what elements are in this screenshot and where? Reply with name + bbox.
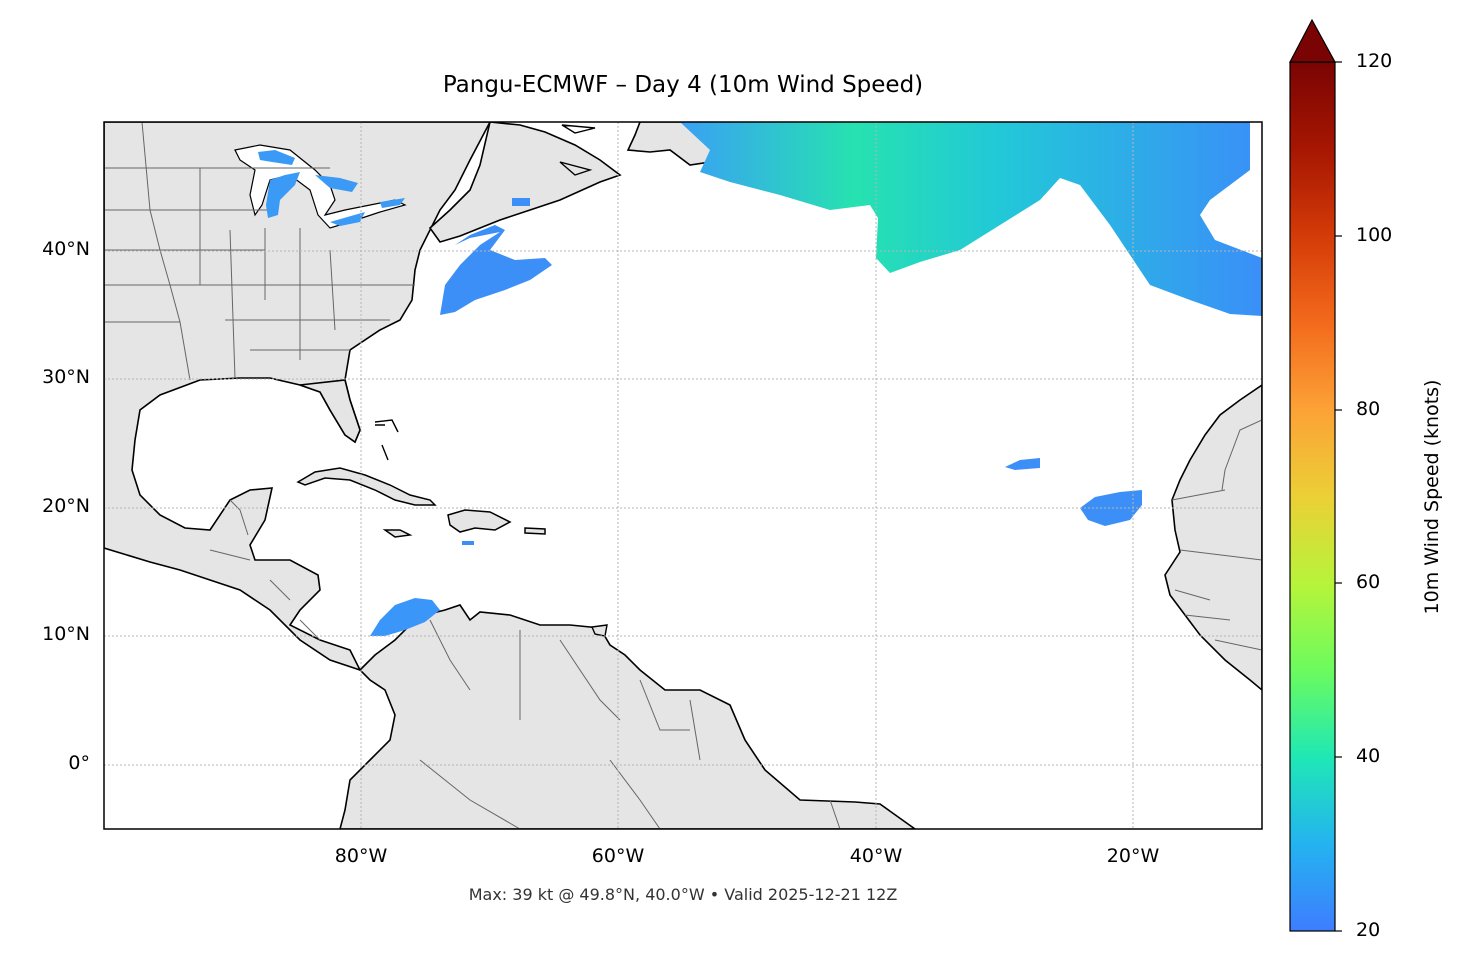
wind-great-lakes-patch-3 <box>315 175 405 226</box>
wind-cape-verde-patch <box>1080 490 1142 526</box>
land-south-america <box>339 604 917 829</box>
y-tick-label: 10°N <box>42 623 90 645</box>
y-tick-label: 30°N <box>42 366 90 388</box>
land-africa <box>1164 384 1262 692</box>
y-tick-label: 40°N <box>42 238 90 260</box>
colorbar-tick-label: 20 <box>1356 919 1381 941</box>
colorbar-tick-label: 120 <box>1356 50 1393 72</box>
wind-speck <box>462 541 474 545</box>
colorbar-tick-label: 40 <box>1356 745 1381 767</box>
colorbar-gradient <box>1289 61 1336 932</box>
x-tick-label: 40°W <box>849 845 903 867</box>
y-tick-label: 20°N <box>42 495 90 517</box>
map-title: Pangu-ECMWF – Day 4 (10m Wind Speed) <box>442 72 924 98</box>
wind-great-lakes-patch-2 <box>266 172 300 218</box>
wind-great-lakes-patch-1 <box>258 150 295 165</box>
land-jamaica <box>382 529 413 538</box>
colorbar-tick-label: 100 <box>1356 224 1393 246</box>
land-hispaniola <box>447 509 512 533</box>
colorbar <box>1289 18 1342 932</box>
land-florida <box>299 379 361 444</box>
x-tick-label: 20°W <box>1106 845 1160 867</box>
map-footer: Max: 39 kt @ 49.8°N, 40.0°W • Valid 2025… <box>468 885 898 904</box>
wind-north-atlantic-jet <box>680 122 1262 316</box>
x-tick-label: 60°W <box>591 845 645 867</box>
wind-caribbean-jet-patch <box>370 598 440 636</box>
x-tick-label: 80°W <box>334 845 388 867</box>
colorbar-tick-label: 60 <box>1356 571 1381 593</box>
land-pei <box>559 124 596 176</box>
land-cuba <box>296 467 437 506</box>
wind-speck <box>512 198 530 206</box>
map-frame <box>103 121 1263 830</box>
colorbar-extend-arrow <box>1289 18 1337 63</box>
land-maritimes <box>428 122 622 243</box>
map-area <box>104 122 1262 829</box>
wind-us-east-coast-patch <box>440 225 552 315</box>
state-borders <box>104 122 1262 829</box>
wind-central-atlantic-patch <box>1005 458 1040 470</box>
colorbar-tick-label: 80 <box>1356 398 1381 420</box>
land-bahamas <box>374 419 399 461</box>
y-tick-label: 0° <box>68 752 90 774</box>
colorbar-label: 10m Wind Speed (knots) <box>1421 379 1443 615</box>
colorbar-ticks <box>1335 61 1342 932</box>
land-puerto-rico <box>524 527 546 535</box>
gridlines <box>104 122 1262 829</box>
wind-speed-field <box>258 122 1262 636</box>
